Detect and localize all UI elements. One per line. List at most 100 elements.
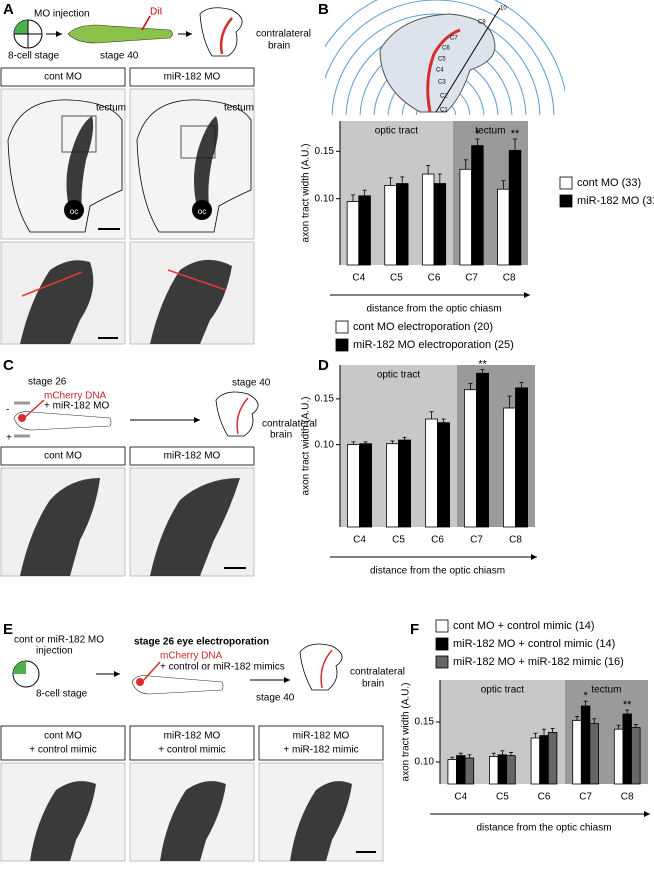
y-tick-label: 0.10 <box>315 193 335 204</box>
y-tick-label: 0.10 <box>315 439 335 450</box>
significance: ** <box>511 128 520 140</box>
image-title: miR-182 MO <box>164 72 221 83</box>
image-title-box <box>0 725 126 761</box>
schematic-text: stage 40 <box>100 51 139 62</box>
schematic-text: C8 <box>478 20 486 26</box>
bar <box>622 713 632 785</box>
schematic-text: C1 <box>440 108 448 114</box>
significance: ** <box>478 358 487 370</box>
x-tick-label: C5 <box>392 535 405 546</box>
x-tick-label: C8 <box>509 535 522 546</box>
bar <box>359 443 372 528</box>
schematic-text: brain <box>270 430 292 441</box>
bar <box>589 723 599 785</box>
schematic-text: stage 26 <box>28 377 67 388</box>
bar <box>384 185 397 266</box>
legend-label: cont MO (33) <box>577 177 641 189</box>
legend-swatch <box>559 176 573 190</box>
bar <box>358 195 371 266</box>
x-axis-label: distance from the optic chiasm <box>476 823 611 834</box>
schematic-text: C2 <box>440 94 448 100</box>
schematic-a: MO injection DiI 8-cell stage stage 40 c… <box>8 7 311 62</box>
image-title: cont MO <box>44 451 82 462</box>
schematic-text: contralateral <box>262 419 317 430</box>
image-title: cont MO <box>44 731 82 742</box>
significance: ** <box>623 699 632 711</box>
x-axis-label: distance from the optic chiasm <box>366 304 501 315</box>
panel-label: B <box>318 1 329 18</box>
panel-label: E <box>3 621 13 638</box>
schematic-text: brain <box>362 679 384 690</box>
schematic-text: stage 40 <box>256 693 295 704</box>
panel-label: F <box>410 621 419 638</box>
panel-label: A <box>3 1 14 18</box>
region-label: tectum <box>591 685 621 696</box>
region-label: optic tract <box>375 126 419 137</box>
legend-label: miR-182 MO + control mimic (14) <box>453 638 615 650</box>
bar <box>489 756 499 785</box>
image-title-box <box>129 725 255 761</box>
bar <box>386 443 399 528</box>
x-tick-label: C7 <box>465 273 478 284</box>
image-title: + control mimic <box>158 745 226 756</box>
bar <box>530 737 541 785</box>
tectum-label: tectum <box>224 103 254 114</box>
oc-label: oc <box>198 207 206 216</box>
x-tick-label: C6 <box>431 535 444 546</box>
x-tick-label: C6 <box>538 792 551 803</box>
x-axis-label: distance from the optic chiasm <box>370 566 505 577</box>
y-tick-label: 0.10 <box>415 757 435 768</box>
legend-swatch <box>335 320 349 334</box>
bar <box>346 201 360 266</box>
schematic-text: brain <box>268 41 290 52</box>
schematic-text: mCherry DNA <box>44 391 107 402</box>
bar <box>456 755 466 785</box>
bar <box>515 387 528 528</box>
schematic-text: DiI <box>150 7 162 18</box>
schematic-c: stage 26 mCherry DNA + miR-182 MO - + st… <box>6 377 317 444</box>
bar <box>471 145 484 266</box>
region-label: tectum <box>475 126 505 137</box>
schematic-text: injection <box>36 646 73 657</box>
significance: * <box>583 690 588 702</box>
schematic-text: C5 <box>438 57 446 63</box>
bar <box>539 735 549 785</box>
schematic-text: 10 <box>500 6 507 12</box>
bar <box>459 168 473 266</box>
schematic-text: C3 <box>438 80 446 86</box>
panel-label: D <box>318 357 329 374</box>
y-axis-label: axon tract width (A.U.) <box>401 683 412 782</box>
y-axis-label: axon tract width (A.U.) <box>301 397 312 496</box>
y-tick-label: 0.15 <box>415 717 435 728</box>
bar <box>547 732 558 785</box>
legend-swatch <box>559 194 573 208</box>
bar <box>437 422 450 528</box>
image-title-box <box>0 67 126 87</box>
schematic-text: stage 40 <box>232 378 271 389</box>
bar <box>433 183 447 266</box>
image-title-box <box>129 446 255 466</box>
schematic-text: + miR-182 MO <box>44 401 110 412</box>
micrograph <box>0 467 255 577</box>
image-title: miR-182 MO <box>164 451 221 462</box>
bar <box>395 183 409 266</box>
bar <box>497 754 508 785</box>
region-label: optic tract <box>377 370 421 381</box>
bar <box>497 188 510 266</box>
legend-swatch <box>335 338 349 352</box>
schematic-b <box>325 0 565 115</box>
bar <box>506 755 516 785</box>
x-tick-label: C4 <box>454 792 467 803</box>
schematic-text: 8-cell stage <box>8 51 60 62</box>
x-tick-label: C5 <box>390 273 403 284</box>
micrograph <box>0 762 384 862</box>
legend-label: miR-182 MO (31) <box>577 195 654 207</box>
bar <box>508 149 522 266</box>
legend-label: cont MO + control mimic (14) <box>453 620 595 632</box>
schematic-text: C7 <box>450 36 458 42</box>
schematic-text: + control or miR-182 mimics <box>160 662 285 673</box>
legend-label: miR-182 MO + miR-182 mimic (16) <box>453 656 624 668</box>
image-title-box <box>129 67 255 87</box>
legend-label: miR-182 MO electroporation (25) <box>353 339 514 351</box>
bar <box>613 728 624 785</box>
